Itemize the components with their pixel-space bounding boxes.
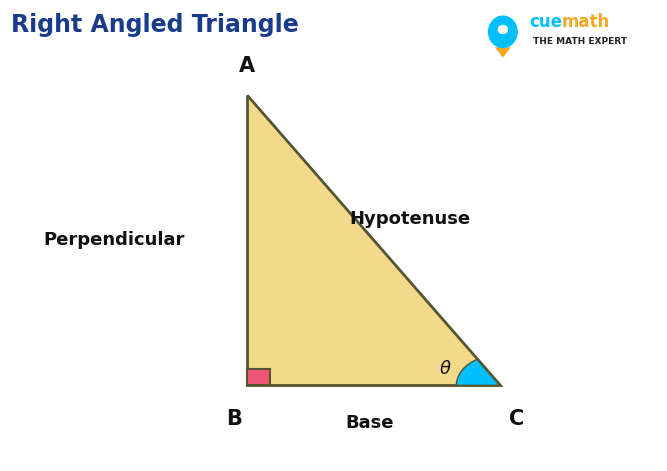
Text: A: A (239, 57, 255, 76)
Text: THE MATH EXPERT: THE MATH EXPERT (533, 37, 627, 46)
Polygon shape (247, 369, 270, 385)
Text: $\theta$: $\theta$ (439, 360, 452, 378)
Wedge shape (456, 359, 500, 385)
Text: C: C (508, 409, 524, 429)
Text: Right Angled Triangle: Right Angled Triangle (11, 13, 299, 37)
Text: Base: Base (346, 414, 394, 432)
Text: B: B (226, 409, 242, 429)
Polygon shape (495, 47, 511, 57)
Text: math: math (562, 13, 610, 31)
Text: Perpendicular: Perpendicular (43, 231, 185, 249)
Text: Hypotenuse: Hypotenuse (350, 210, 470, 228)
Polygon shape (247, 95, 500, 385)
Text: cue: cue (530, 13, 562, 31)
Ellipse shape (488, 16, 518, 48)
Ellipse shape (498, 25, 508, 34)
